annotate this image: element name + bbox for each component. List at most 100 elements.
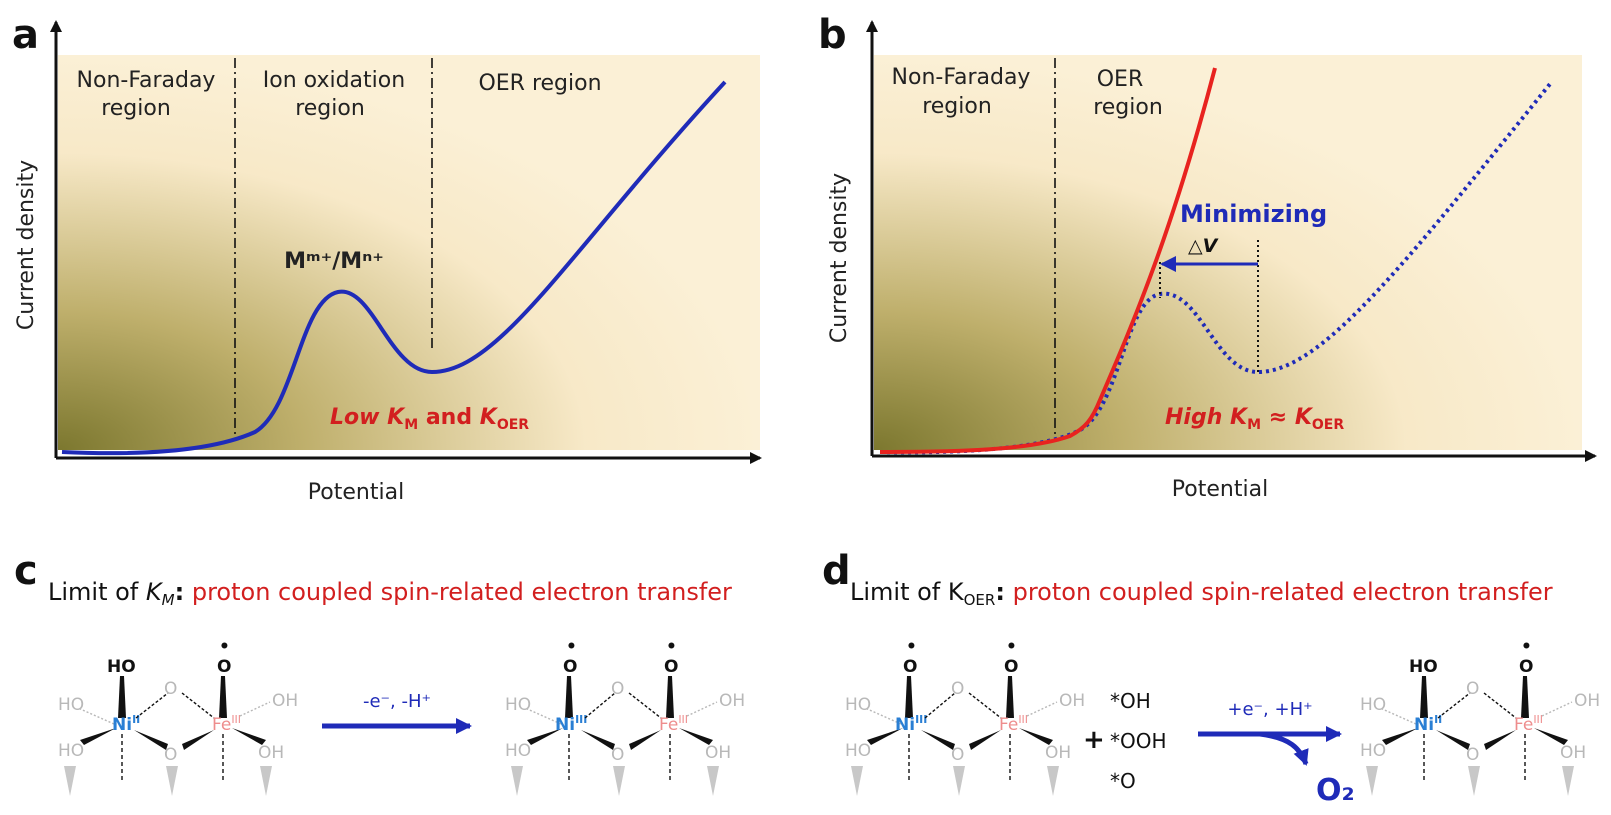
ni-top-wedge <box>1420 676 1428 718</box>
bridge-top-o: O <box>951 679 964 699</box>
panel-d-species-ooh: *OOH <box>1110 729 1167 753</box>
panel-b-shading <box>874 55 1582 450</box>
bridge-top-o: O <box>611 679 624 699</box>
fe-lower-right-wedge <box>1019 728 1053 745</box>
fe-right-oh: OH <box>272 691 298 711</box>
bridge-bottom-tail <box>1468 766 1480 796</box>
panel-d-plus: + <box>1083 725 1105 755</box>
panel-a-y-label: Current density <box>14 160 39 330</box>
panel-a-region-2-line2: region <box>295 96 365 121</box>
fe-lower-right-wedge <box>1534 728 1568 745</box>
fe-top-o: O <box>1519 657 1533 677</box>
bridge-bottom-o: O <box>611 745 624 765</box>
bridge-bottom-right-wedge <box>969 730 1001 750</box>
ni-lower-ho: HO <box>1360 741 1386 761</box>
panel-b-region-1-line2: region <box>922 94 992 119</box>
panel-b-annotation: High KM ≈ KOER <box>1165 405 1344 433</box>
fe-right-dash <box>1541 701 1573 717</box>
panel-b-y-label: Current density <box>827 173 852 343</box>
panel-a-region-2-line1: Ion oxidation <box>263 68 405 93</box>
panel-d-species-oh: *OH <box>1110 689 1151 713</box>
panel-b-region-2-line2: region <box>1093 95 1163 120</box>
bridge-bottom-left-wedge <box>134 730 168 750</box>
panel-b-curve-red <box>879 67 1217 454</box>
panel-b-delta-v: △V <box>1188 235 1219 257</box>
left-tail <box>1366 766 1378 796</box>
panel-d-title: Limit of KOER: proton coupled spin-relat… <box>850 578 1553 609</box>
fe-top-o: O <box>217 657 231 677</box>
ni-left-ho: HO <box>58 695 84 715</box>
ni-lower-ho: HO <box>58 741 84 761</box>
ni-lower-ho: HO <box>845 741 871 761</box>
ni-atom: NiII <box>1414 713 1442 735</box>
bridge-bottom-tail <box>166 766 178 796</box>
panel-a-shading <box>58 55 760 450</box>
panel-c-arrow-label: -e⁻, -H⁺ <box>363 691 431 712</box>
panel-a-peak-label: Mᵐ⁺/Mⁿ⁺ <box>284 249 384 274</box>
fe-right-dash <box>686 701 718 717</box>
panel-a-region-1-line1: Non-Faraday <box>77 68 216 93</box>
fe-lower-oh: OH <box>258 743 284 763</box>
ni-left-ho: HO <box>1360 695 1386 715</box>
panel-c-title: Limit of KM: proton coupled spin-related… <box>48 578 732 609</box>
bridge-bottom-tail <box>953 766 965 796</box>
fe-right-dash <box>1026 701 1058 717</box>
right-tail <box>1047 766 1059 796</box>
ni-lower-left-wedge <box>1382 728 1418 745</box>
ni-lower-left-wedge <box>867 728 903 745</box>
ni-lower-left-wedge <box>80 728 116 745</box>
right-tail <box>260 766 272 796</box>
fe-atom: FeIII <box>659 713 688 735</box>
left-tail <box>851 766 863 796</box>
molecule-d-reactant: • O HO HO NiIII O O • O FeIII OH OH <box>845 637 1085 796</box>
bridge-bottom-o: O <box>1466 745 1479 765</box>
ni-left-ho: HO <box>845 695 871 715</box>
fe-radical: • <box>1521 637 1532 657</box>
panel-d: d Limit of KOER: proton coupled spin-rel… <box>822 548 1553 808</box>
ni-radical: • <box>566 637 577 657</box>
ni-top-wedge <box>118 676 126 718</box>
ni-top-wedge <box>905 676 913 718</box>
ni-top-ho: HO <box>107 657 136 677</box>
panel-a-region-3-line1: OER region <box>478 71 601 96</box>
ni-left-dash <box>1379 707 1417 725</box>
bridge-bottom-right-wedge <box>1484 730 1516 750</box>
panel-b-x-label: Potential <box>1172 477 1268 502</box>
molecule-c-product: • O HO HO NiIII O O • O FeIII OH OH <box>505 637 745 796</box>
fe-top-wedge <box>219 676 227 718</box>
fe-lower-right-wedge <box>679 728 713 745</box>
fe-lower-right-wedge <box>232 728 266 745</box>
panel-b-letter: b <box>818 12 847 58</box>
ni-left-dash <box>524 707 562 725</box>
bridge-bottom-o: O <box>164 745 177 765</box>
ni-left-dash <box>864 707 902 725</box>
bridge-bottom-left-wedge <box>1436 730 1470 750</box>
bridge-bottom-tail <box>613 766 625 796</box>
ni-radical: • <box>906 637 917 657</box>
fe-right-oh: OH <box>719 691 745 711</box>
ni-top-o: O <box>563 657 577 677</box>
panel-b-region-1-line1: Non-Faraday <box>892 65 1031 90</box>
fe-right-dash <box>239 701 271 717</box>
bridge-top-right <box>181 692 215 719</box>
bridge-bottom-left-wedge <box>921 730 955 750</box>
bridge-top-o: O <box>164 679 177 699</box>
bridge-bottom-left-wedge <box>581 730 615 750</box>
ni-atom: NiIII <box>555 713 587 735</box>
ni-left-dash <box>77 707 115 725</box>
panel-c: c Limit of KM: proton coupled spin-relat… <box>14 548 732 734</box>
fe-lower-oh: OH <box>1560 743 1586 763</box>
fe-radical: • <box>1006 637 1017 657</box>
right-tail <box>707 766 719 796</box>
panel-a-annotation: Low KM and KOER <box>330 405 529 433</box>
panel-a: a Non-Faraday region Ion oxidation regio… <box>12 12 762 505</box>
panel-a-curve <box>61 80 727 456</box>
panel-d-letter: d <box>822 548 851 594</box>
fe-atom: FeIII <box>1514 713 1543 735</box>
ni-lower-left-wedge <box>527 728 563 745</box>
ni-top-ho: HO <box>1409 657 1438 677</box>
ni-top-wedge <box>565 676 573 718</box>
panel-a-letter: a <box>12 12 39 58</box>
fe-top-o: O <box>1004 657 1018 677</box>
